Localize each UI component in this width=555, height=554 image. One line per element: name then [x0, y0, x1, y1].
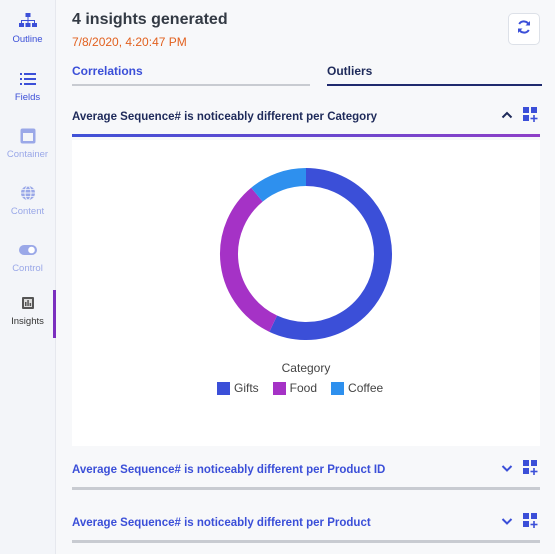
rail-label: Content [10, 206, 45, 217]
legend-label: Food [289, 381, 318, 395]
chevron-up-icon[interactable] [501, 109, 513, 124]
tab-underline-active [327, 84, 542, 86]
rail-item-control[interactable]: Control [0, 239, 55, 289]
insight-header[interactable]: Average Sequence# is noticeably differen… [72, 511, 540, 537]
rail-item-insights[interactable]: Insights [0, 292, 55, 342]
legend-label: Gifts [234, 381, 259, 395]
insight-title: Average Sequence# is noticeably differen… [72, 517, 371, 529]
legend-title: Category [281, 361, 331, 375]
insight-divider [72, 487, 540, 490]
refresh-icon [516, 19, 532, 40]
legend-swatch [331, 381, 345, 395]
rail-label: Insights [11, 316, 44, 327]
insight-title: Average Sequence# is noticeably differen… [72, 464, 386, 476]
rail-item-fields[interactable]: Fields [0, 68, 55, 118]
globe-icon [20, 184, 36, 202]
rail-item-outline[interactable]: Outline [0, 10, 55, 60]
insights-icon [20, 294, 36, 312]
donut-slice-food[interactable] [220, 187, 278, 332]
insight-header[interactable]: Average Sequence# is noticeably differen… [72, 105, 540, 131]
tab-underline [72, 84, 310, 86]
insights-panel: 4 insights generated 7/8/2020, 4:20:47 P… [56, 0, 555, 554]
add-to-canvas-icon[interactable] [523, 107, 538, 125]
chart-card: Category Gifts Food Coffee [72, 140, 540, 446]
rail-item-content[interactable]: Content [0, 182, 55, 232]
panel-title: 4 insights generated [72, 11, 228, 28]
donut-slice-coffee[interactable] [251, 168, 307, 202]
chevron-down-icon[interactable] [501, 462, 513, 477]
container-icon [20, 127, 36, 145]
rail-item-container[interactable]: Container [0, 125, 55, 175]
legend-item-gifts[interactable]: Gifts [217, 381, 259, 395]
add-to-canvas-icon[interactable] [523, 513, 538, 531]
insight-header[interactable]: Average Sequence# is noticeably differen… [72, 458, 540, 484]
sitemap-icon [18, 12, 37, 30]
rail-label: Outline [12, 34, 43, 45]
add-to-canvas-icon[interactable] [523, 460, 538, 478]
rail-label: Container [6, 149, 49, 160]
rail-label: Fields [14, 92, 41, 103]
tab-correlations[interactable]: Correlations [72, 64, 143, 78]
insight-title: Average Sequence# is noticeably differen… [72, 111, 378, 123]
tab-outliers[interactable]: Outliers [327, 64, 373, 78]
insight-divider [72, 540, 540, 543]
legend-label: Coffee [348, 381, 384, 395]
legend-swatch [272, 381, 286, 395]
donut-chart [220, 168, 392, 340]
refresh-button[interactable] [508, 13, 540, 45]
timestamp: 7/8/2020, 4:20:47 PM [72, 35, 187, 49]
chart-legend: Gifts Food Coffee [217, 381, 383, 395]
rail-label: Control [12, 263, 43, 274]
insight-divider-active [72, 134, 540, 137]
left-rail: Outline Fields Container [0, 0, 56, 554]
donut-slice-gifts[interactable] [269, 168, 392, 340]
list-icon [19, 70, 36, 88]
legend-swatch [217, 381, 230, 395]
legend-item-food[interactable]: Food [272, 381, 318, 395]
toggle-icon [18, 241, 37, 259]
rail-selection-indicator [53, 290, 56, 338]
legend-item-coffee[interactable]: Coffee [331, 381, 383, 395]
chevron-down-icon[interactable] [501, 515, 513, 530]
